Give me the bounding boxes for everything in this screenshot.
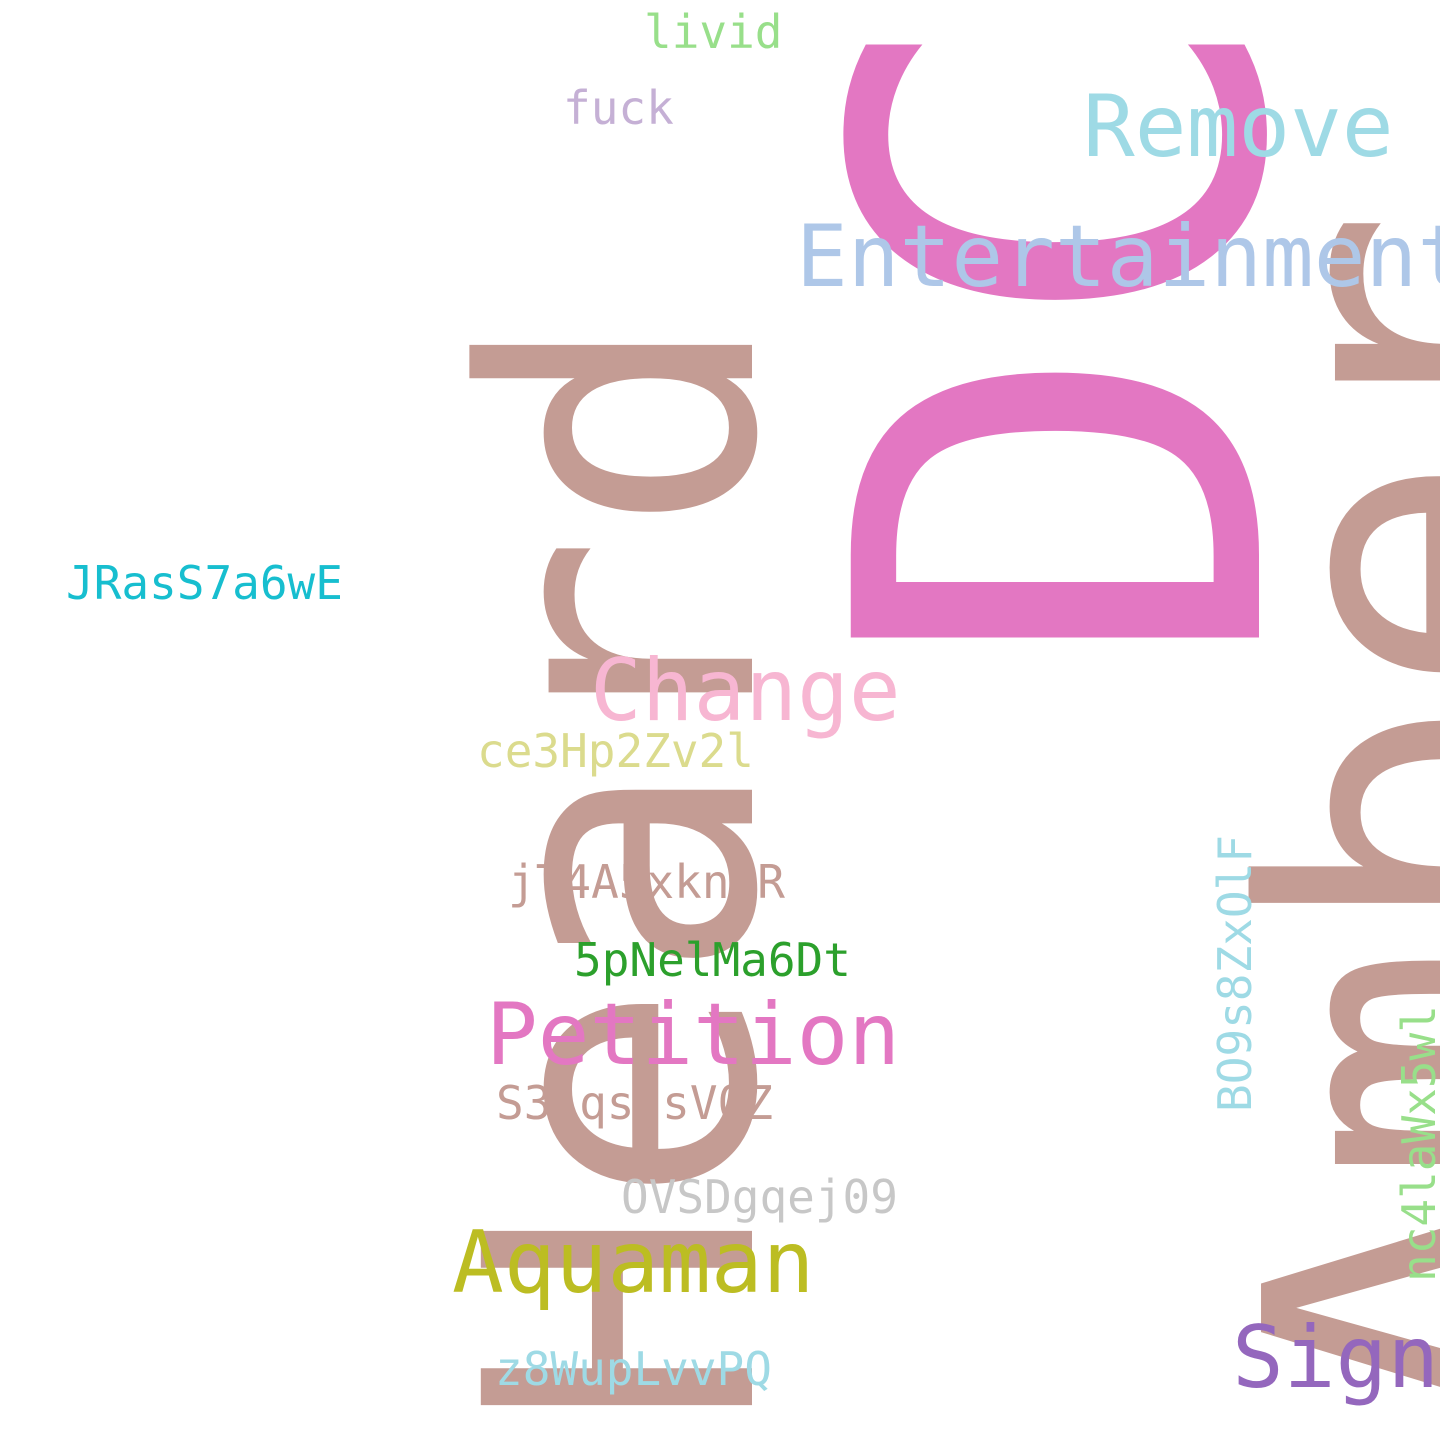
word-livid: livid	[644, 5, 783, 59]
word-5pnelma6dt: 5pNelMa6Dt	[574, 933, 851, 987]
word-petition: Petition	[486, 985, 901, 1085]
word-ce3hp2zv2l: ce3Hp2Zv2l	[477, 724, 754, 778]
word-jrass7a6we: JRasS7a6wE	[66, 556, 343, 610]
word-s3lqsjsv0z: S3LqsjsV0Z	[496, 1076, 773, 1130]
word-ovsdgqej09: OVSDgqej09	[621, 1170, 898, 1224]
word-jt4a5xkngr: jT4A5xkngR	[508, 855, 785, 909]
word-remove: Remove	[1083, 77, 1394, 177]
word-sign: Sign	[1232, 1308, 1440, 1408]
word-bo9s8zxolf: BO9s8ZxOlF	[1208, 835, 1262, 1112]
word-fuck: fuck	[563, 81, 674, 135]
word-aquaman: Aquaman	[452, 1213, 815, 1313]
word-z8wuplvvpq: z8WupLvvPQ	[495, 1342, 772, 1396]
word-nc4lawx5wl: nc4laWx5wl	[1392, 1005, 1440, 1282]
word-change: Change	[590, 641, 901, 741]
word-entertainment: Entertainment	[796, 207, 1440, 307]
